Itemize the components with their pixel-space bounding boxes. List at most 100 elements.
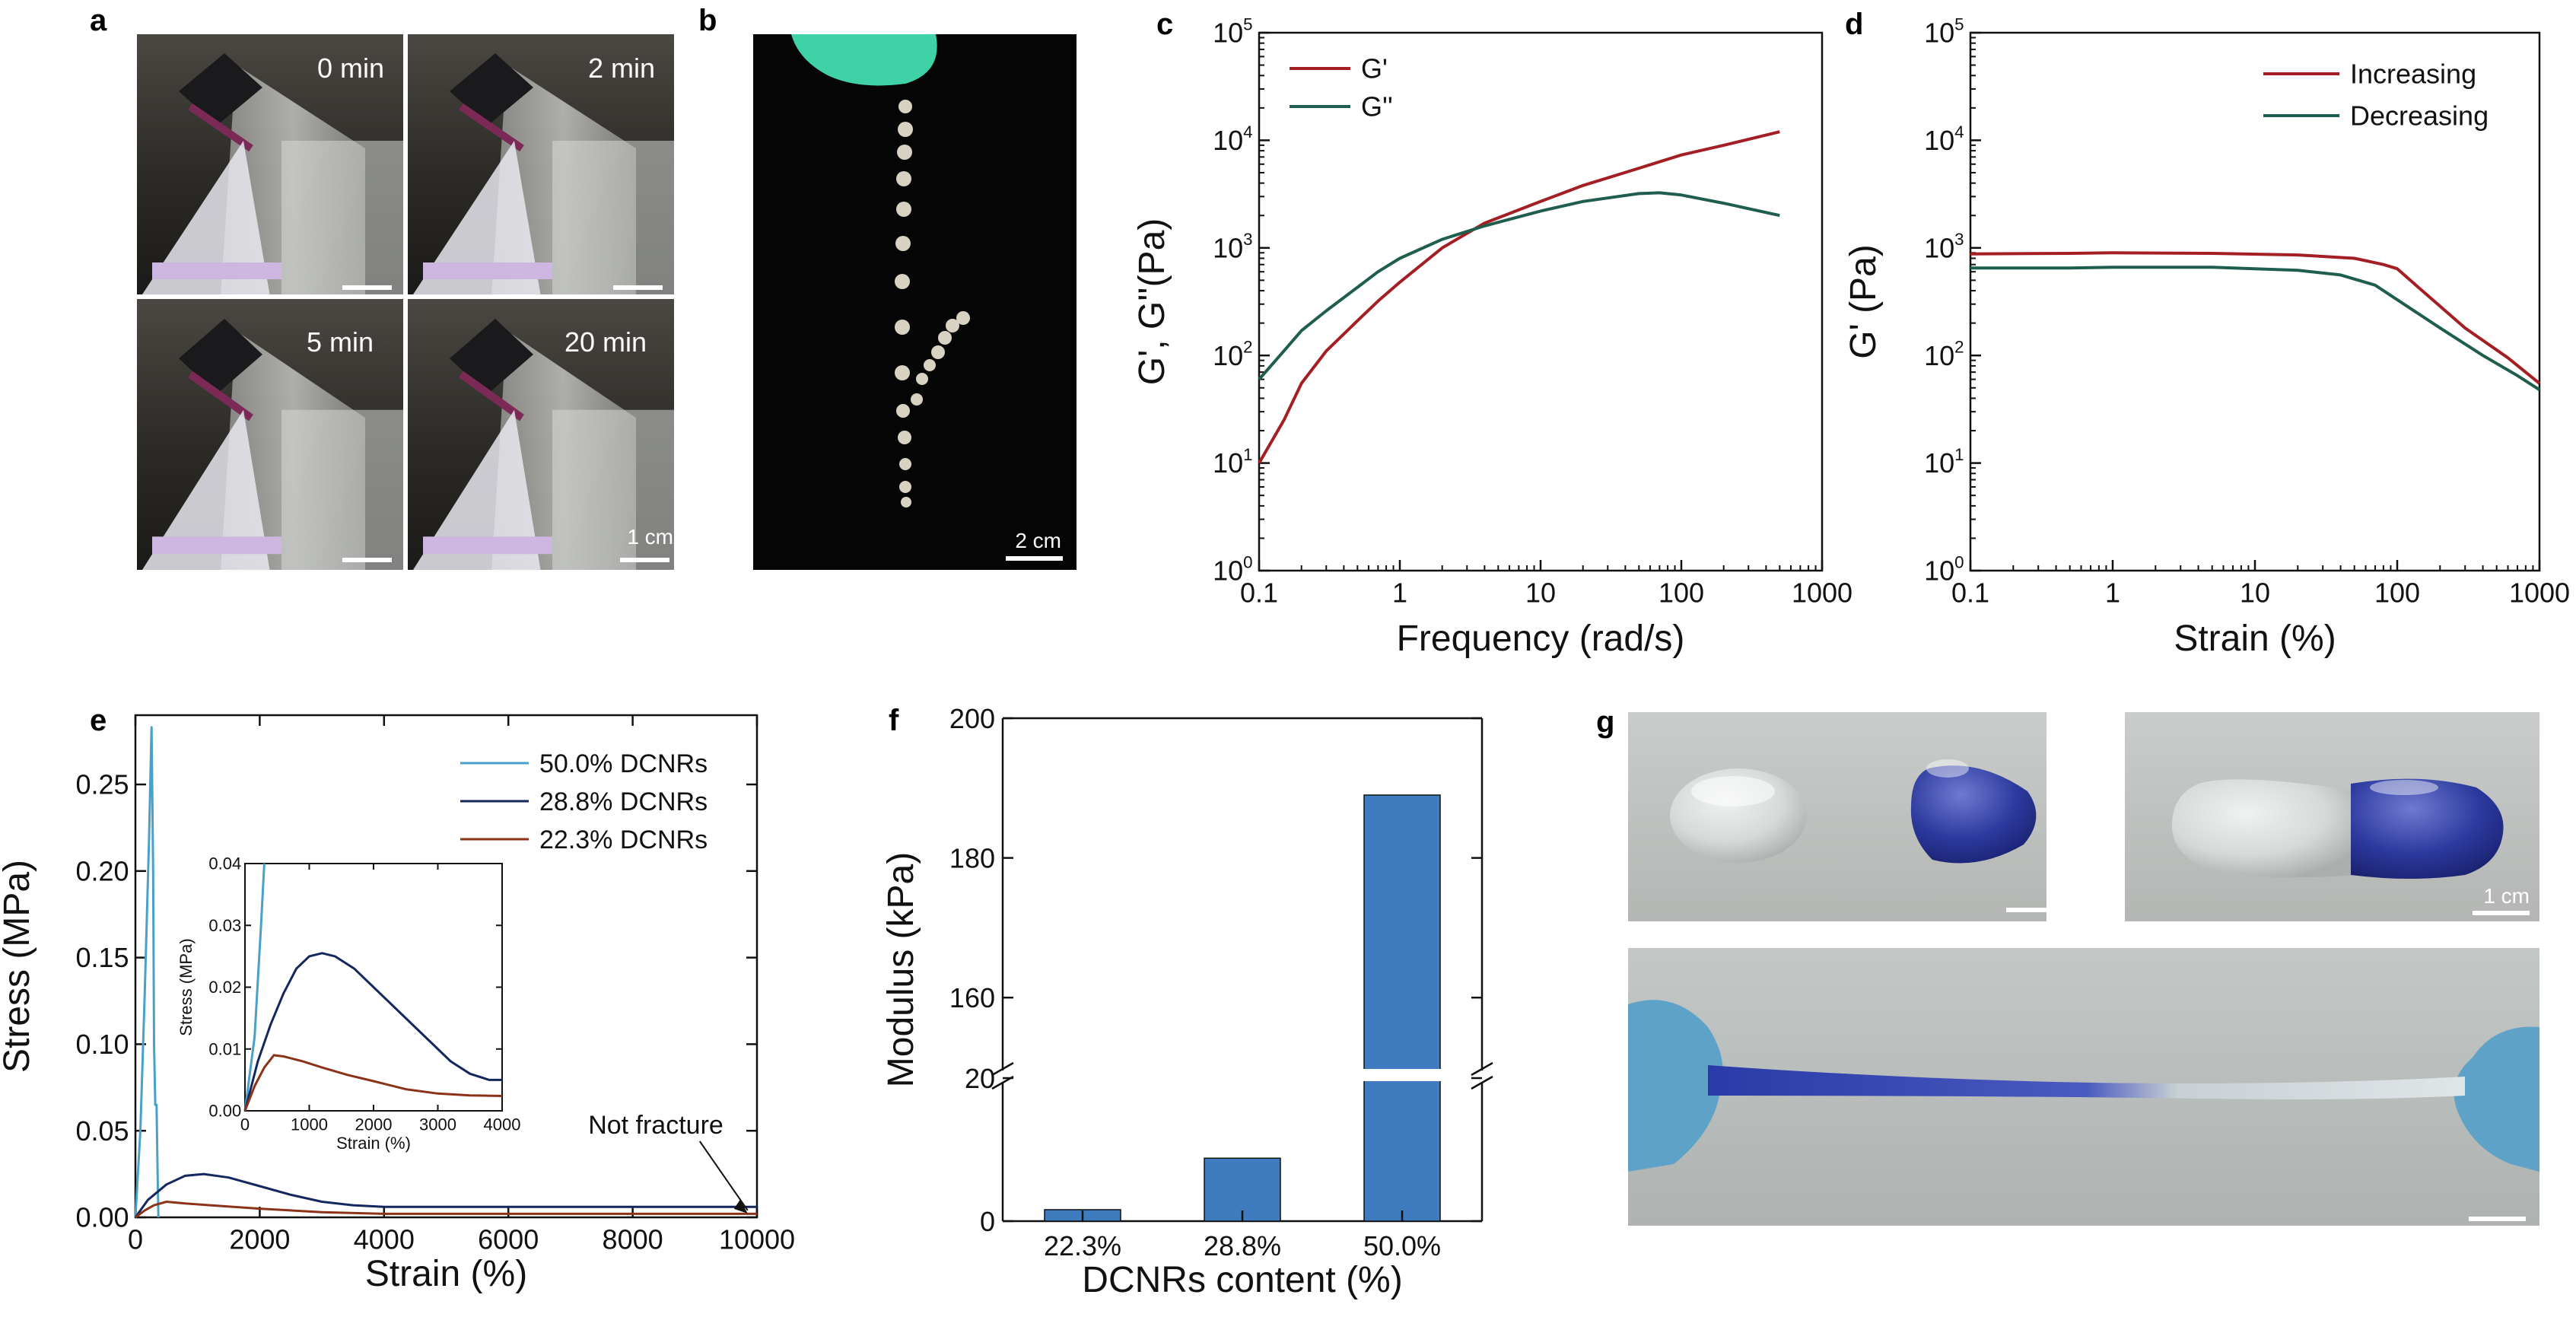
y-tick-label: 0.01 [208, 1039, 241, 1058]
y-tick-label: 102 [1924, 338, 1964, 371]
x-axis-label: Strain (%) [2174, 619, 2336, 659]
y-tick-label: 105 [1924, 14, 1964, 48]
panel-letter: b [698, 4, 717, 37]
y-tick-label: 0.15 [76, 942, 129, 973]
y-tick-label: 0 [980, 1206, 995, 1237]
x-tick-label: 2000 [355, 1115, 393, 1134]
y-tick-label: 160 [949, 982, 995, 1013]
y-tick-label: 0.20 [76, 855, 129, 886]
y-tick-label: 0.00 [208, 1102, 241, 1121]
scale-bar [2473, 911, 2530, 915]
legend-label: Decreasing [2350, 100, 2489, 132]
y-axis-label: G' (Pa) [1843, 244, 1884, 359]
legend-label: 50.0% DCNRs [539, 749, 708, 778]
panel-f: f 0 20 160 180 200 22.3% 28.8% 50.0%DCNRs conte… [881, 703, 1493, 1300]
photo-20min: 20 min 1 cm [408, 299, 674, 572]
x-tick-label: 4000 [354, 1223, 415, 1255]
series-line [1258, 130, 1780, 464]
scale-bar [620, 558, 669, 562]
photo-stretched-gel [1628, 948, 2539, 1226]
inset-chart: 0 1000 2000 3000 4000 0.00 0.01 0.02 0.03 0.04 Str… [177, 854, 520, 1153]
panel-letter: d [1845, 8, 1863, 41]
legend-label: G' [1361, 53, 1388, 84]
series-line [243, 1054, 503, 1112]
x-tick-label: 10000 [719, 1223, 795, 1255]
glove-icon [791, 34, 937, 86]
scale-label: 2 cm [1015, 529, 1061, 552]
x-tick-label: 1 [2105, 577, 2120, 608]
y-tick-label: 104 [1924, 122, 1964, 156]
legend-label: 28.8% DCNRs [539, 787, 708, 816]
panel-letter: f [889, 704, 899, 737]
series-line [243, 863, 266, 1112]
arrow-head [733, 1199, 748, 1214]
panel-letter: a [90, 4, 107, 37]
time-label: 0 min [317, 52, 384, 84]
x-tick-label: 3000 [419, 1115, 456, 1134]
y-axis-label: Modulus (kPa) [881, 852, 921, 1087]
x-tick-label: 22.3% [1044, 1230, 1121, 1261]
photo-5min: 5 min [137, 299, 403, 572]
x-tick-label: 1 [1392, 577, 1407, 608]
y-axis-label: Stress (MPa) [0, 860, 37, 1073]
plot-frame [134, 714, 758, 1219]
y-axis-label: G', G''(Pa) [1132, 218, 1172, 386]
x-tick-label: 0.1 [1951, 577, 1989, 608]
time-label: 2 min [588, 52, 655, 84]
panel-letter: e [90, 704, 107, 737]
x-tick-label: 1000 [1792, 577, 1852, 608]
panel-g: g 1 cm [1596, 705, 2539, 1226]
axis-break-mark [991, 1061, 1014, 1077]
scale-bar [342, 558, 392, 562]
bar [1363, 794, 1441, 1222]
panel-d: d 0.1 1 10 100 1000100101102103104105Strain … [1843, 8, 2570, 659]
series-line [134, 726, 160, 1218]
annotation-not-fracture: Not fracture [588, 1111, 724, 1140]
scale-bar [2006, 908, 2066, 912]
x-tick-label: 28.8% [1204, 1230, 1281, 1261]
panel-letter: g [1596, 705, 1614, 739]
time-label: 5 min [307, 326, 374, 358]
y-tick-label: 0.10 [76, 1029, 129, 1060]
x-tick-label: 0 [128, 1223, 143, 1255]
plot-frame [1258, 31, 1824, 572]
series-line [1258, 191, 1780, 380]
x-tick-label: 2000 [229, 1223, 290, 1255]
annotation-arrow [698, 1140, 749, 1211]
scale-bar [2469, 1217, 2526, 1221]
time-label: 20 min [564, 326, 647, 358]
y-tick-label: 101 [1213, 445, 1252, 479]
y-tick-label: 0.00 [76, 1202, 129, 1233]
y-tick-label: 0.03 [208, 916, 241, 935]
x-tick-label: 0 [240, 1115, 250, 1134]
panel-a: a 0 min 2 min 5 min 20 min 1 cm [90, 4, 674, 572]
y-tick-label: 200 [949, 703, 995, 734]
photo-joined-gels: 1 cm [2125, 712, 2539, 921]
x-tick-label: 100 [2374, 577, 2420, 608]
series-line [243, 952, 502, 1112]
y-tick-label: 180 [949, 843, 995, 874]
x-axis-label: Strain (%) [336, 1134, 411, 1153]
panel-c: c 0.1 1 10 100 1000100101102103104105Frequen… [1132, 8, 1852, 659]
y-tick-label: 105 [1213, 14, 1252, 48]
photo-dripping [753, 34, 1077, 570]
y-tick-label: 103 [1924, 230, 1964, 263]
x-tick-label: 1000 [291, 1115, 328, 1134]
y-tick-label: 101 [1924, 445, 1964, 479]
y-tick-label: 102 [1213, 338, 1252, 371]
scale-bar [342, 285, 392, 290]
series-line [1970, 266, 2541, 391]
scale-label: 1 cm [627, 525, 673, 549]
legend-label: 22.3% DCNRs [539, 826, 708, 854]
panel-e: e 0 2000 4000 6000 8000 100000.000.050.100.15… [0, 704, 795, 1294]
y-tick-label: 0.05 [76, 1115, 129, 1147]
x-tick-label: 10 [1525, 577, 1556, 608]
x-axis-label: Frequency (rad/s) [1397, 619, 1685, 659]
panel-b: b 2 cm [698, 4, 1077, 570]
legend-label: G'' [1361, 91, 1393, 122]
scale-bar [613, 285, 663, 290]
x-tick-label: 100 [1658, 577, 1704, 608]
x-axis-label: DCNRs content (%) [1082, 1260, 1402, 1300]
photo-separate-gels [1628, 712, 2066, 921]
